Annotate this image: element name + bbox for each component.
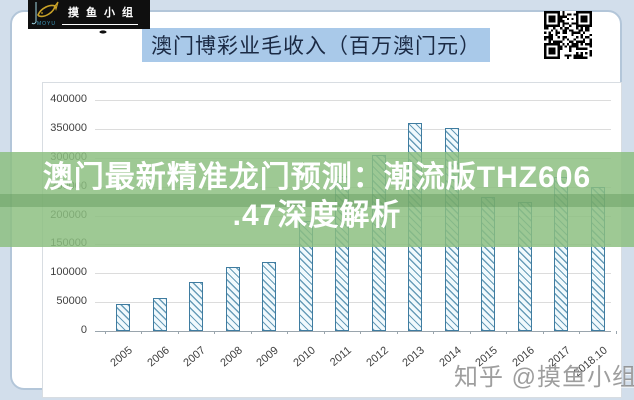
y-tick-label: 0 — [80, 324, 87, 336]
x-axis-tick — [506, 331, 508, 334]
brand-sub-label: MOYU — [37, 21, 56, 27]
x-axis-tick — [396, 331, 398, 334]
x-axis-tick — [177, 331, 179, 334]
gridline — [95, 100, 611, 101]
gridline — [95, 302, 611, 304]
promo-banner: 澳门最新精准龙门预测：潮流版THZ606 .47深度解析 — [0, 152, 634, 247]
bar-2007 — [189, 282, 203, 331]
page-title-text: 澳门博彩业毛收入（百万澳门元） — [151, 35, 481, 58]
x-axis-tick — [214, 331, 216, 334]
gridline — [95, 128, 611, 130]
zhihu-watermark: 知乎 @摸鱼小组 — [454, 364, 634, 391]
x-axis-tick — [250, 331, 252, 334]
brand-logo: MOYU 摸鱼小组 — [28, 0, 150, 35]
x-tick-label: 2012 — [363, 344, 391, 370]
y-tick-label: 50000 — [56, 295, 87, 308]
x-axis-tick — [615, 331, 617, 334]
x-axis-tick — [323, 331, 325, 334]
x-tick-label: 2005 — [108, 344, 135, 370]
x-axis-tick — [360, 331, 362, 334]
x-tick-label: 2008 — [217, 344, 245, 370]
x-tick-label: 2007 — [181, 344, 208, 370]
x-tick-label: 2010 — [290, 344, 318, 370]
gridline — [95, 273, 611, 275]
x-tick-label: 2009 — [254, 344, 281, 370]
x-tick-label: 2006 — [144, 344, 172, 370]
page-title: 澳门博彩业毛收入（百万澳门元） — [142, 28, 490, 62]
fish-icon — [31, 1, 59, 32]
bar-2006 — [152, 297, 167, 331]
bar-2009 — [262, 261, 276, 331]
x-axis-line — [95, 331, 611, 332]
bar-2008 — [225, 267, 240, 331]
x-tick-label: 2013 — [400, 344, 427, 370]
y-tick-label: 400000 — [50, 93, 87, 105]
x-axis-tick — [579, 331, 581, 334]
promo-line-2: .47深度解析 — [232, 199, 402, 233]
mini-fish-icon — [97, 22, 111, 40]
x-axis-tick — [469, 331, 471, 334]
x-axis-tick — [287, 331, 289, 334]
qr-code-icon — [544, 11, 592, 59]
brand-underline — [62, 22, 146, 35]
brand-name: 摸鱼小组 — [68, 7, 140, 19]
x-axis-tick — [141, 331, 143, 334]
x-tick-label: 2011 — [328, 344, 354, 369]
x-axis-tick — [542, 331, 544, 334]
bar-2005 — [116, 303, 130, 331]
x-axis-tick — [104, 331, 106, 334]
x-axis-tick — [433, 331, 435, 334]
y-tick-label: 100000 — [50, 266, 87, 279]
promo-banner-text: 澳门最新精准龙门预测：潮流版THZ606 .47深度解析 — [0, 152, 634, 236]
promo-line-1: 澳门最新精准龙门预测：潮流版THZ606 — [42, 161, 592, 194]
promo-banner-band — [0, 194, 634, 207]
y-tick-label: 350000 — [50, 121, 87, 134]
